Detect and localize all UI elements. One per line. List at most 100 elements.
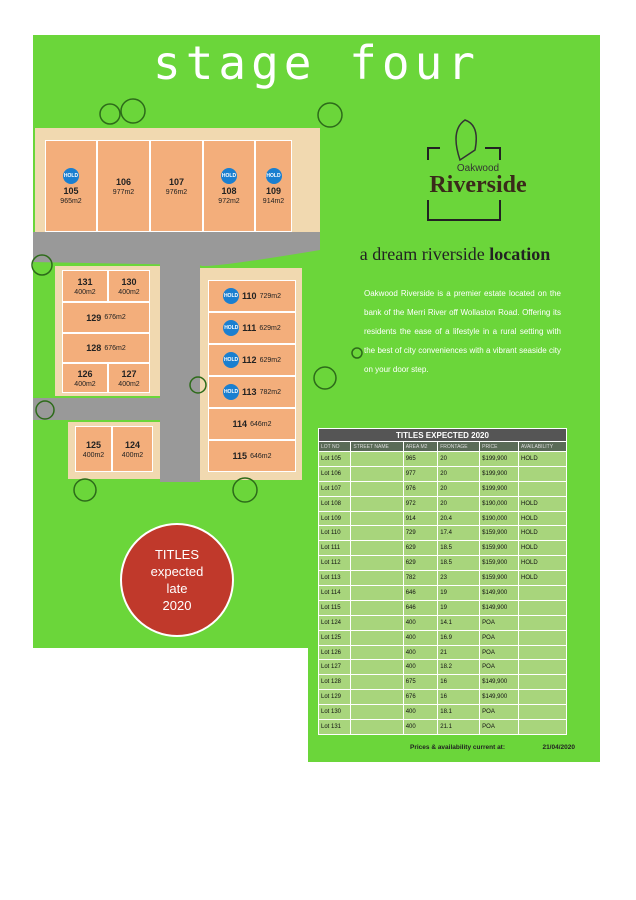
table-row: Lot 130 400 18.1 POA	[317, 704, 567, 721]
lot-area: 400m2	[74, 380, 96, 388]
table-cell: POA	[479, 719, 520, 735]
hold-badge: HOLD	[223, 320, 240, 336]
lot: 125 400m2	[75, 426, 112, 472]
table-row: Lot 106 977 20 $199,900	[317, 465, 567, 482]
lot-number: 112	[242, 355, 257, 365]
table-cell: 20	[437, 495, 481, 512]
lot-area: 976m2	[165, 188, 188, 196]
lot-number: 124	[124, 439, 141, 450]
table-cell	[350, 510, 404, 527]
table-cell	[350, 659, 404, 676]
column-header: LOT NO	[317, 441, 352, 452]
table-cell	[350, 570, 404, 587]
hold-badge: HOLD	[223, 288, 240, 304]
table-cell: HOLD	[518, 570, 567, 587]
table-cell: Lot 110	[317, 525, 352, 542]
table-cell: 400	[402, 659, 439, 676]
table-row: Lot 111 629 18.5 $159,900 HOLD	[317, 540, 567, 557]
hold-badge: HOLD	[223, 352, 240, 368]
lot-area: 646m2	[250, 420, 272, 428]
hold-badge: HOLD	[221, 167, 237, 184]
table-cell: POA	[479, 614, 520, 631]
table-row: Lot 108 972 20 $190,000 HOLD	[317, 495, 567, 512]
table-cell: Lot 105	[317, 451, 352, 467]
table-cell	[518, 704, 567, 721]
table-cell	[518, 465, 567, 482]
table-cell: 400	[402, 644, 439, 661]
table-cell: HOLD	[518, 540, 567, 557]
tagline: a dream riverside location	[320, 244, 590, 265]
table-cell	[350, 599, 404, 616]
lot: 124 400m2	[112, 426, 153, 472]
table-cell: 629	[402, 555, 439, 572]
lot: HOLD 109 914m2	[255, 140, 292, 232]
table-cell	[350, 689, 404, 706]
table-cell	[350, 555, 404, 572]
table-row: Lot 105 965 20 $199,900 HOLD	[317, 451, 567, 467]
table-cell: POA	[479, 629, 520, 646]
table-cell	[518, 480, 567, 497]
table-cell: 977	[402, 465, 439, 482]
table-row: Lot 127 400 18.2 POA	[317, 659, 567, 676]
table-cell: 21.1	[437, 719, 481, 735]
badge: TITLES expected late 2020	[120, 523, 234, 637]
lot-number: 127	[121, 368, 137, 379]
table-cell: 400	[402, 719, 439, 735]
table-row: Lot 112 629 18.5 $159,900 HOLD	[317, 555, 567, 572]
table-cell	[518, 674, 567, 691]
table-cell: HOLD	[518, 510, 567, 527]
lot-area: 972m2	[218, 197, 240, 205]
lot-number: 113	[242, 387, 257, 397]
table-row: Lot 126 400 21 POA	[317, 644, 567, 661]
table-cell: HOLD	[518, 525, 567, 542]
table-cell: $159,900	[479, 570, 520, 587]
badge-line: TITLES	[154, 547, 200, 562]
table-cell	[350, 629, 404, 646]
lot-number: 110	[242, 291, 257, 301]
lot: 114 646m2	[208, 408, 296, 440]
table-cell: $149,900	[479, 674, 520, 691]
table-row: Lot 107 976 20 $199,900	[317, 480, 567, 497]
hold-badge: HOLD	[63, 167, 79, 184]
lot-number: 107	[168, 176, 185, 187]
table-cell: Lot 127	[317, 659, 352, 676]
table-cell: 16	[437, 689, 481, 706]
badge-line: late	[166, 581, 188, 596]
lot-number: 131	[77, 276, 93, 287]
hold-badge: HOLD	[265, 167, 282, 184]
column-header: AVAILABILITY	[518, 441, 567, 452]
lot-number: 105	[63, 185, 79, 196]
table-cell	[518, 629, 567, 646]
table-cell: 19	[437, 585, 481, 601]
table-cell	[518, 585, 567, 601]
lot-area: 676m2	[104, 344, 126, 352]
table-cell: 20	[437, 465, 481, 482]
title: stage four	[153, 36, 480, 90]
table-cell	[518, 719, 567, 735]
table-cell	[350, 495, 404, 512]
table-cell: 400	[402, 704, 439, 721]
table-cell: 14.1	[437, 614, 481, 631]
table-row: Lot 124 400 14.1 POA	[317, 614, 567, 631]
lot: 131 400m2	[62, 270, 108, 302]
table-cell	[350, 585, 404, 601]
table-cell: 646	[402, 585, 439, 601]
lot-number: 126	[77, 368, 93, 379]
table-cell: 16.9	[437, 629, 481, 646]
lot-area: 400m2	[121, 451, 144, 459]
table-title: TITLES EXPECTED 2020	[318, 428, 567, 442]
table-cell	[350, 540, 404, 557]
lot-area: 676m2	[104, 314, 126, 321]
table-cell: 629	[402, 540, 439, 557]
table-cell: Lot 124	[317, 614, 352, 631]
column-header: PRICE	[479, 441, 520, 452]
table-cell: Lot 107	[317, 480, 352, 497]
lot: HOLD 113 782m2	[208, 376, 296, 408]
table-cell: 20	[437, 451, 481, 467]
table-row: Lot 125 400 16.9 POA	[317, 629, 567, 646]
table-cell: Lot 113	[317, 570, 352, 587]
table-cell: 646	[402, 599, 439, 616]
column-header: AREA M2	[402, 441, 439, 452]
column-header: FRONTAGE	[437, 441, 481, 452]
